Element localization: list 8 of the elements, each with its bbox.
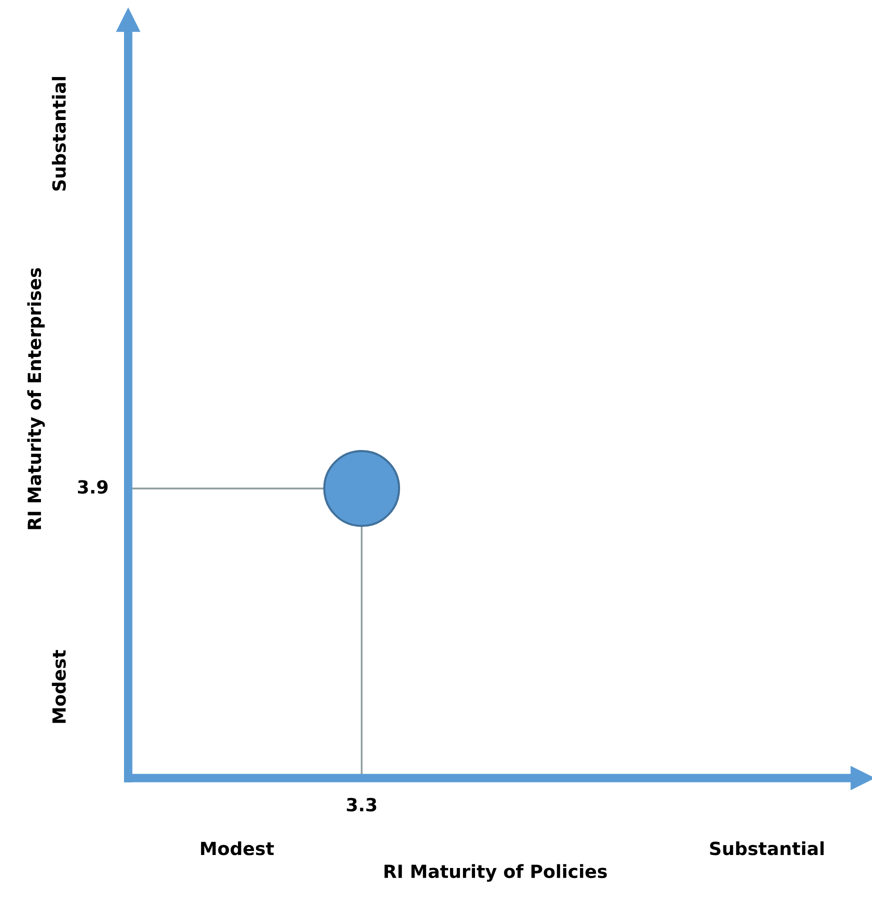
text: Modest [201, 841, 274, 856]
text: RI Maturity of Policies [384, 864, 607, 882]
text: Substantial [52, 77, 66, 191]
text: RI Maturity of Enterprises [27, 268, 45, 530]
text: Modest [52, 650, 66, 723]
data-label: 3.9 [78, 480, 108, 494]
text: Substantial [710, 841, 824, 856]
category-label: 3.3 [346, 798, 376, 812]
